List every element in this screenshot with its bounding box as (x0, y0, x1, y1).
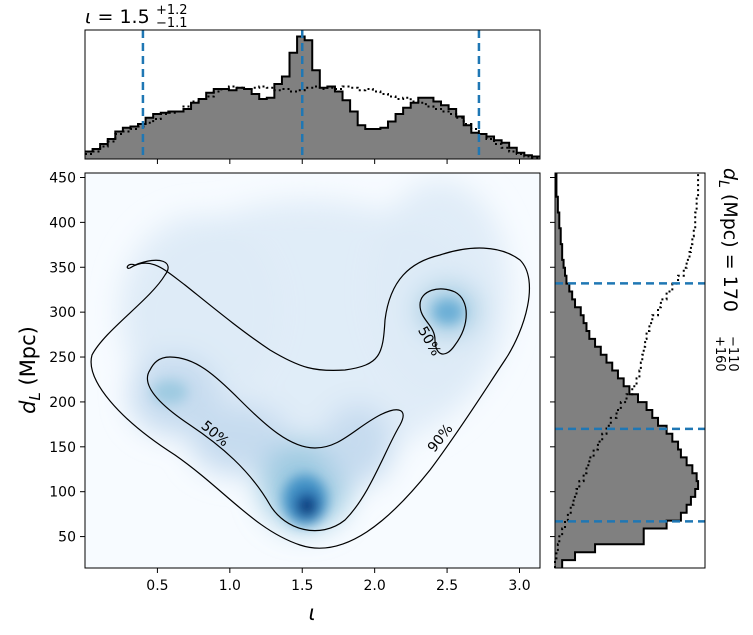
top-median-lines (141, 30, 481, 159)
main-panel: 50% 90%50% 0.5 1.0 1.5 2.0 2.5 3.0 50100150200… (16, 170, 541, 625)
contour-50-left (146, 356, 404, 532)
top-title-plus: +1.2 (156, 3, 188, 18)
top-hist-fill (85, 36, 540, 159)
y-tick-label: 250 (49, 350, 76, 366)
x-tick-label: 3.0 (508, 578, 530, 594)
x-tick-label: 0.5 (146, 578, 168, 594)
y-axis-label-symbol: d (16, 400, 40, 414)
y-tick-label: 50 (58, 530, 76, 546)
top-title-median: 1.5 (119, 6, 149, 28)
y-tick-label: 150 (49, 440, 76, 456)
right-ticks (550, 176, 555, 538)
contour-50-right (419, 288, 467, 355)
right-title-symbol: d (719, 168, 741, 181)
x-tick-label: 1.0 (219, 578, 241, 594)
y-tick-label: 100 (49, 485, 76, 501)
right-title-plus: +160 (712, 336, 727, 372)
top-axes-frame (84, 29, 541, 160)
y-tick-label: 450 (49, 170, 76, 186)
top-title-symbol: ι (85, 6, 91, 28)
top-hist-prior (85, 85, 540, 159)
x-axis-ticks: 0.5 1.0 1.5 2.0 2.5 3.0 (146, 568, 531, 594)
y-axis-label-unit: (Mpc) (16, 326, 40, 385)
right-title: dL (Mpc) = 170 (715, 168, 741, 312)
right-hist-prior (554, 173, 700, 568)
right-title-minus: −110 (725, 336, 740, 372)
y-tick-label: 350 (49, 260, 76, 276)
y-tick-label: 200 (49, 395, 76, 411)
y-axis-ticks: 50 100 150 200 250 300 350 400 450 (49, 170, 85, 546)
right-hist-posterior (555, 173, 700, 568)
right-title-unit: (Mpc) (719, 194, 741, 248)
right-title-sub: L (715, 180, 731, 188)
top-marginal-panel: ι = 1.5 +1.2 −1.1 (84, 3, 541, 164)
right-axes-frame (554, 172, 706, 569)
right-median-lines (555, 282, 705, 523)
x-axis-label: ι (308, 601, 315, 625)
y-axis-label: dL (Mpc) (16, 326, 44, 414)
density-heatmap (120, 180, 510, 530)
x-tick-label: 2.5 (436, 578, 458, 594)
y-axis-label-sub: L (26, 392, 44, 400)
contour-90 (90, 247, 530, 549)
x-tick-label: 1.5 (291, 578, 313, 594)
y-tick-label: 300 (49, 305, 76, 321)
x-tick-label: 2.0 (364, 578, 386, 594)
y-tick-label: 400 (49, 215, 76, 231)
top-title: ι = 1.5 (85, 6, 150, 28)
top-title-minus: −1.1 (156, 16, 188, 31)
top-ticks (156, 159, 520, 164)
right-hist-fill (555, 173, 699, 568)
main-axes-frame (84, 172, 541, 569)
right-marginal-panel: dL (Mpc) = 170 +160 −110 (550, 168, 741, 569)
right-title-median: 170 (719, 276, 741, 312)
